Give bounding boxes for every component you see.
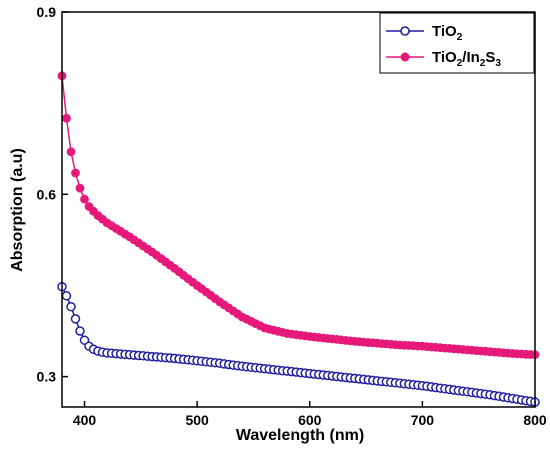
data-point-tio2 <box>61 291 72 301</box>
x-tick-label: 400 <box>73 412 97 428</box>
plot-frame <box>61 11 536 408</box>
legend-marker-tio2 <box>400 26 410 36</box>
y-tick-label: 0.6 <box>37 186 57 202</box>
y-tick-label: 0.3 <box>37 369 57 385</box>
data-point-tio2 <box>75 326 85 336</box>
data-point-tio2-in2s3 <box>71 168 80 178</box>
x-tick-label: 700 <box>411 412 435 428</box>
y-tick-label: 0.9 <box>37 4 57 20</box>
data-point-tio2-in2s3 <box>75 183 85 193</box>
data-point-tio2-in2s3 <box>62 113 71 123</box>
data-point-tio2-in2s3 <box>80 194 89 204</box>
x-axis-label: Wavelength (nm) <box>236 427 364 444</box>
legend-marker-tio2-in2s3 <box>400 52 410 62</box>
series-line-tio2 <box>61 286 536 403</box>
x-tick-label: 500 <box>185 412 209 428</box>
x-tick-label: 600 <box>298 412 322 428</box>
x-tick-label: 800 <box>523 412 547 428</box>
data-point-tio2 <box>66 301 76 312</box>
legend: TiO2 TiO2/In2S3 <box>379 12 535 74</box>
axis-layer: 400 500 600 700 800 0.3 0.6 0.9 <box>37 4 547 428</box>
series-line-tio2-in2s3 <box>61 75 536 356</box>
y-axis-label: Absorption (a.u) <box>9 148 26 272</box>
legend-label-tio2-in2s3: TiO2/In2S3 <box>432 49 501 69</box>
series-layer <box>57 71 540 407</box>
data-point-tio2-in2s3 <box>66 147 76 157</box>
data-point-tio2 <box>70 314 81 324</box>
legend-label-tio2: TiO2 <box>432 23 463 43</box>
legend-box <box>379 12 535 74</box>
